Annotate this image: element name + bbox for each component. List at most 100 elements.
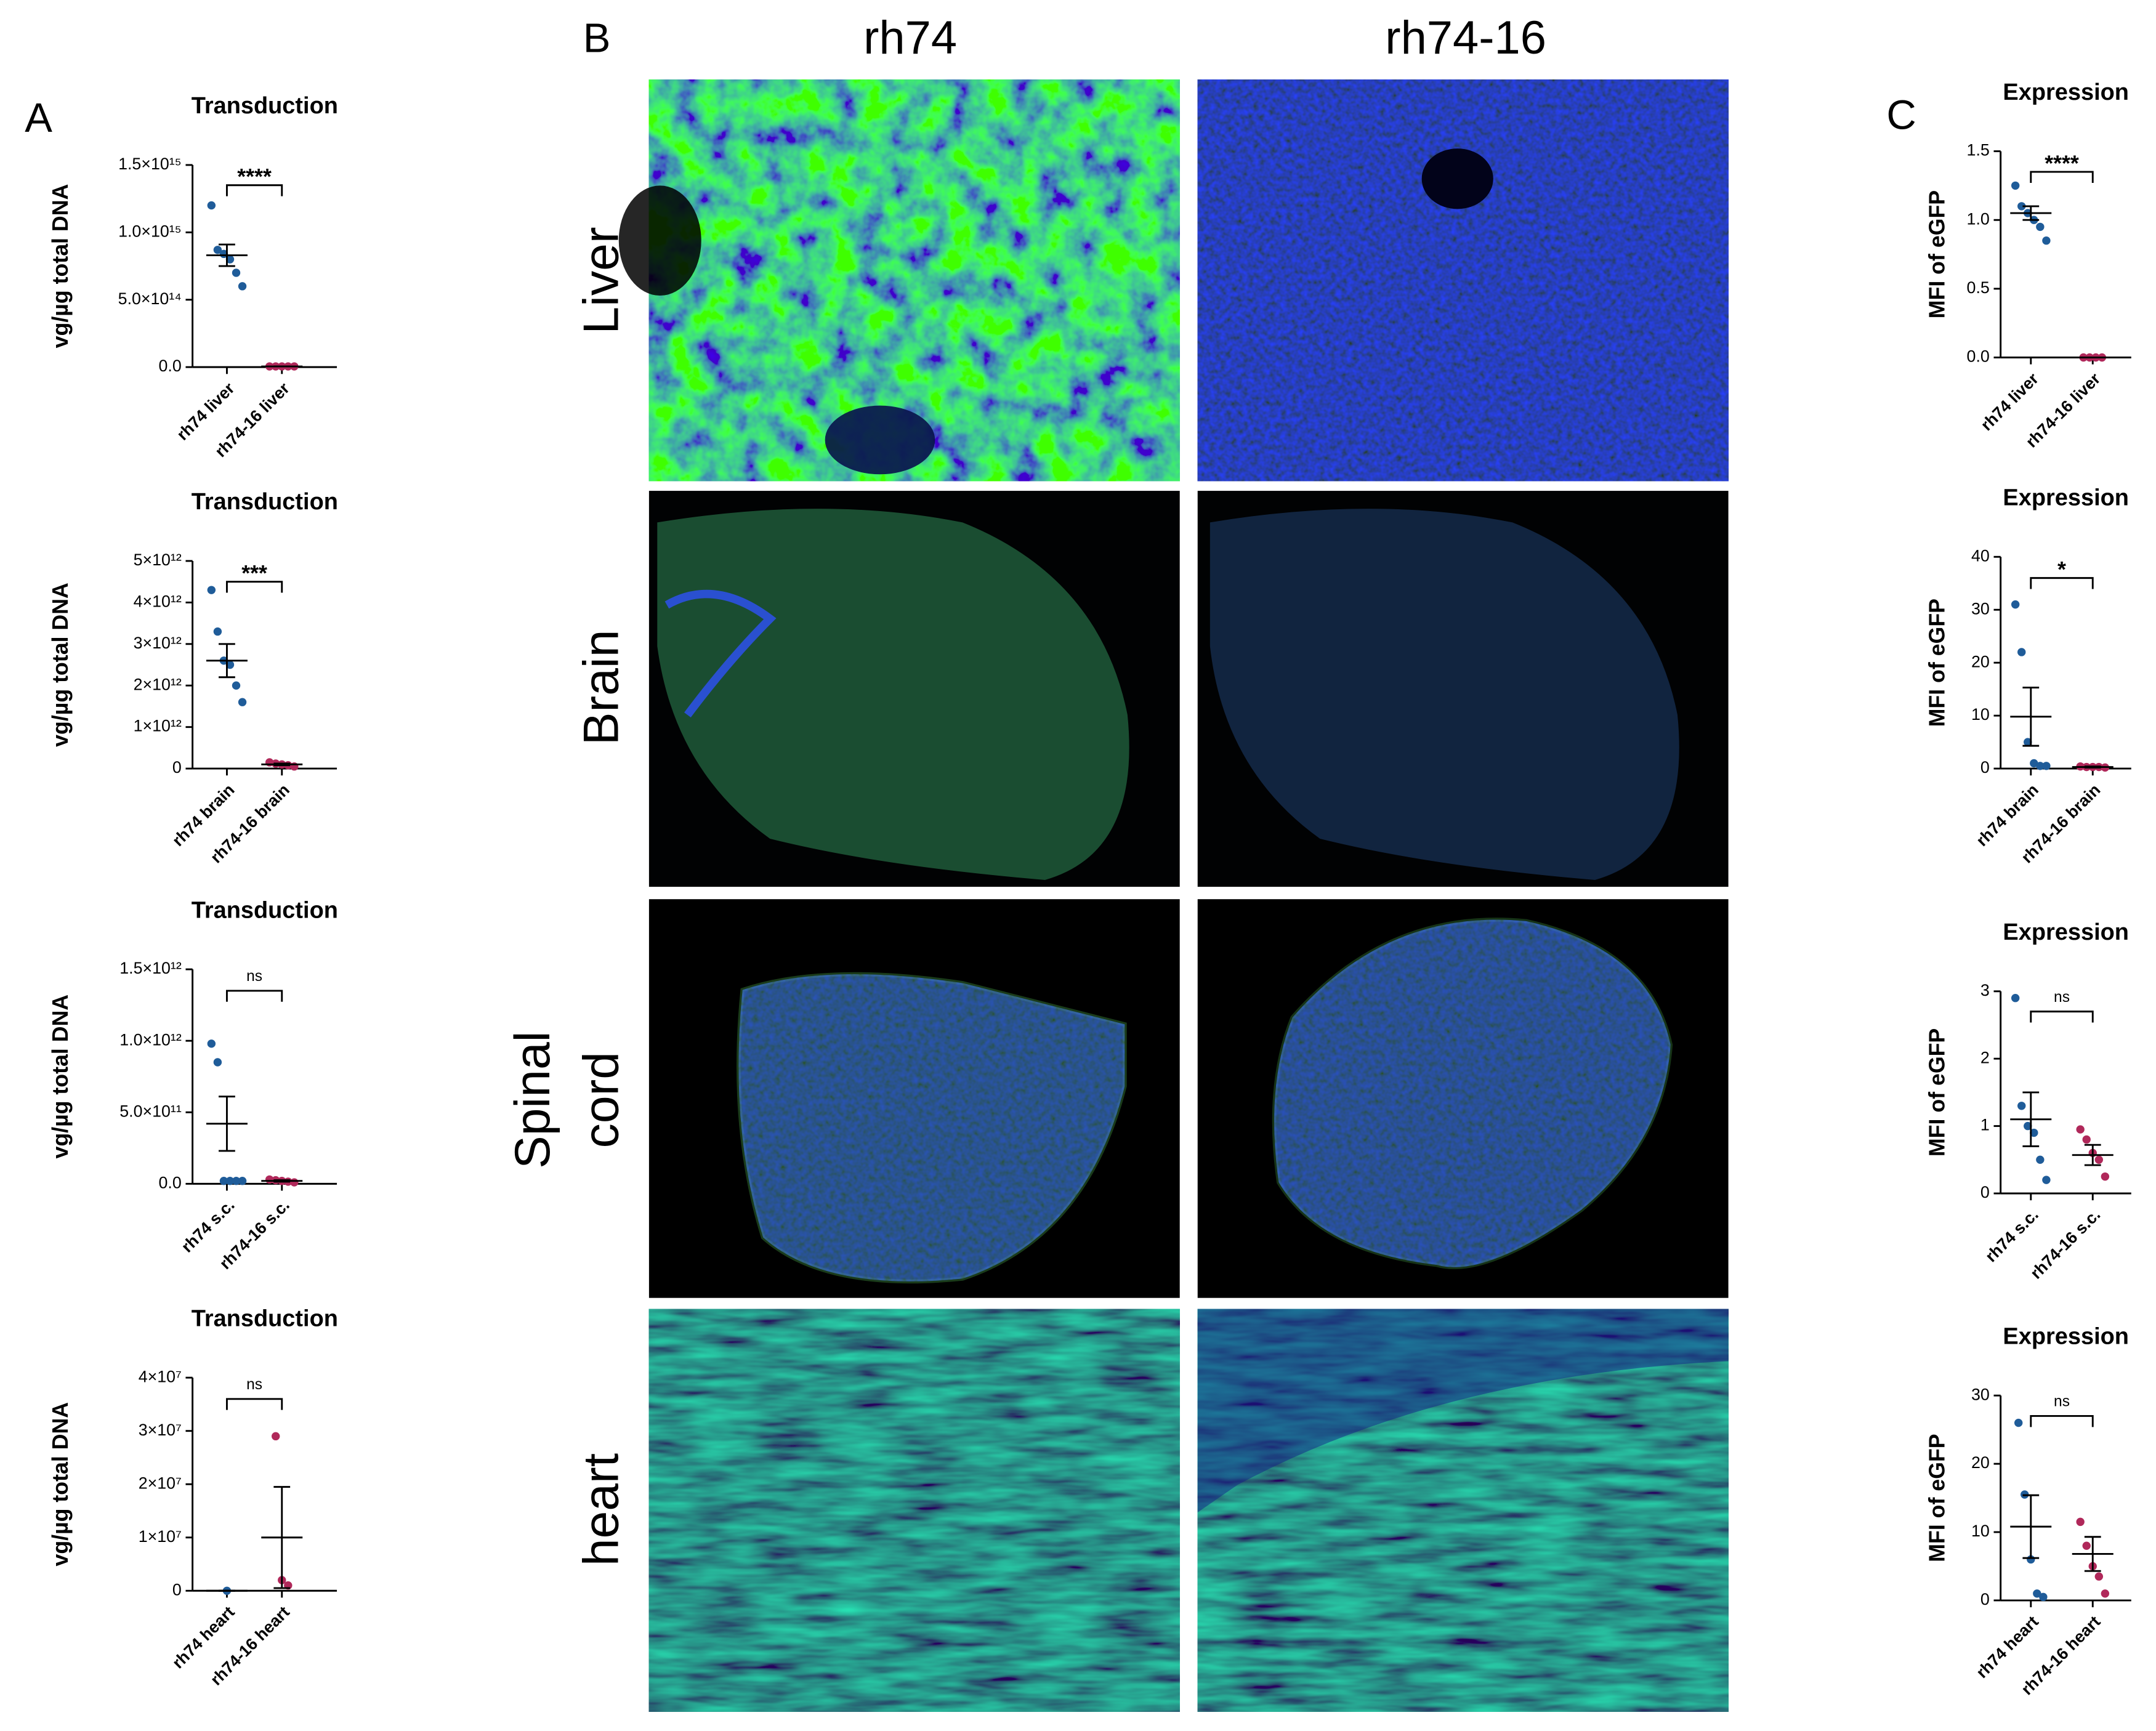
y-tick-label: 1.5×10¹⁵ [118, 155, 182, 173]
chart-title: Expression [2003, 485, 2129, 511]
data-point [2036, 762, 2045, 770]
y-tick-label: 0 [1980, 1183, 1990, 1201]
significance-label: * [2057, 557, 2066, 582]
y-tick-label: 10 [1971, 705, 1990, 724]
x-tick-label: rh74 s.c. [1982, 1205, 2042, 1265]
significance-label: **** [2045, 151, 2079, 176]
y-tick-label: 30 [1971, 1385, 1990, 1403]
row-labels: Liver Brain Spinal cord heart [505, 227, 629, 1566]
dot-plot: Transduction vg/µg total DNA 0 1×10⁷ 2×10⁷ 3×… [48, 1305, 338, 1689]
significance-bracket [225, 990, 283, 1002]
image-heart-rh74 [648, 1309, 1180, 1712]
significance-label: ns [2054, 1394, 2070, 1410]
y-tick-label: 20 [1971, 652, 1990, 671]
significance-bracket [2030, 171, 2094, 183]
y-tick-label: 1.5 [1967, 141, 1990, 159]
significance-label: **** [237, 164, 272, 189]
y-tick-label: 0 [1980, 1590, 1990, 1608]
y-axis-label: MFI of eGFP [1925, 1434, 1950, 1562]
y-tick-label: 2×10⁷ [139, 1474, 182, 1492]
data-point [2101, 1172, 2110, 1181]
panel-label: B [583, 15, 611, 62]
y-tick-label: 30 [1971, 599, 1990, 618]
y-tick-label: 0 [1980, 758, 1990, 777]
chart-title: Expression [2003, 79, 2129, 105]
chart-title: Transduction [192, 489, 338, 515]
chart-title: Expression [2003, 919, 2129, 945]
column-header: rh74-16 [1385, 12, 1546, 64]
data-point [2017, 648, 2026, 656]
significance-bracket [225, 1398, 283, 1410]
tissue [1197, 1309, 1729, 1512]
y-tick-label: 1×10¹² [134, 717, 182, 735]
row-label: Liver [574, 227, 629, 334]
y-tick-label: 2 [1980, 1048, 1990, 1067]
tissue [657, 509, 1129, 880]
chart-title: Transduction [192, 1305, 338, 1331]
dot-plot: Transduction vg/µg total DNA 0.0 5.0×10¹⁴ 1.… [48, 93, 338, 461]
data-point [2082, 1541, 2091, 1550]
data-point [232, 681, 241, 690]
chart-title: Transduction [192, 897, 338, 923]
significance-label: ns [246, 968, 262, 985]
y-axis-label: vg/µg total DNA [48, 995, 73, 1159]
y-axis-label: vg/µg total DNA [48, 583, 73, 747]
dot-plot: Expression MFI of eGFP 0.0 0.5 1.0 1.5 rh74 li… [1925, 79, 2131, 451]
vessel [618, 185, 701, 296]
data-point [2036, 1155, 2045, 1164]
y-tick-label: 4×10⁷ [139, 1367, 182, 1386]
significance-bracket [2030, 577, 2094, 589]
data-point [2094, 1572, 2103, 1581]
y-tick-label: 1×10⁷ [139, 1527, 182, 1546]
significance-bracket [2030, 1011, 2094, 1023]
y-tick-label: 0 [172, 1580, 182, 1599]
y-tick-label: 0.0 [159, 357, 182, 375]
y-tick-label: 4×10¹² [134, 592, 182, 610]
row-label: heart [574, 1453, 629, 1566]
tissue-outline [1272, 918, 1673, 1270]
row-label: Spinal [505, 1031, 560, 1168]
data-point [225, 1177, 235, 1185]
y-tick-label: 1.0×10¹² [119, 1030, 182, 1049]
y-axis-label: MFI of eGFP [1925, 1028, 1950, 1156]
y-tick-label: 5.0×10¹⁴ [118, 289, 182, 308]
significance-label: ns [246, 1376, 262, 1393]
data-point [2024, 738, 2032, 746]
micrographs [618, 79, 1729, 1712]
data-point [2011, 181, 2020, 190]
data-point [2042, 236, 2051, 245]
data-point [2033, 1589, 2041, 1598]
y-axis-label: MFI of eGFP [1925, 599, 1950, 727]
data-point [290, 1178, 299, 1187]
y-axis-label: MFI of eGFP [1925, 190, 1950, 318]
data-point [232, 1177, 241, 1185]
significance-label: *** [241, 561, 267, 586]
data-point [238, 1177, 247, 1185]
data-point [2017, 202, 2026, 211]
panel-label: A [25, 95, 52, 141]
tissue [1209, 509, 1679, 880]
data-point [238, 698, 247, 706]
data-point [272, 1432, 280, 1441]
y-axis-label: vg/µg total DNA [48, 184, 73, 349]
data-point [225, 660, 235, 669]
data-point [207, 1039, 216, 1048]
data-point [219, 1177, 228, 1185]
data-point [2030, 1128, 2038, 1137]
significance-bracket [225, 581, 283, 593]
data-point [2011, 994, 2020, 1003]
y-axis-label: vg/µg total DNA [48, 1402, 73, 1567]
data-point [2101, 1589, 2110, 1598]
y-tick-label: 5.0×10¹¹ [119, 1102, 182, 1120]
y-tick-label: 1 [1980, 1116, 1990, 1134]
y-tick-label: 20 [1971, 1453, 1990, 1472]
data-point [213, 627, 222, 636]
data-point [2042, 762, 2051, 770]
chart-title: Expression [2003, 1323, 2129, 1349]
row-label: Brain [574, 630, 629, 746]
x-tick-label: rh74 liver [1977, 369, 2043, 434]
